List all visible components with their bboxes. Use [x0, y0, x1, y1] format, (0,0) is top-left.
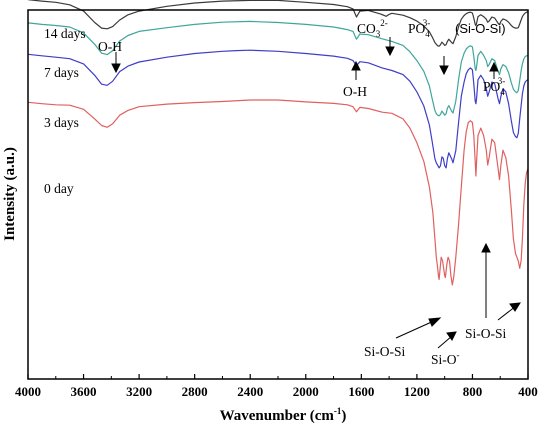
series-label-7-days: 7 days: [44, 65, 79, 80]
x-tick-label: 2000: [293, 384, 319, 399]
annot-sios-top: (Si-O-Si): [455, 21, 506, 36]
series-label-0-day: 0 day: [44, 181, 74, 196]
series-layer: [27, 0, 529, 286]
annot-sio-minus: Si-O-: [431, 350, 460, 367]
series-label-14-days: 14 days: [44, 26, 86, 41]
series-line-3-days: [27, 49, 529, 169]
x-tick-label: 3200: [126, 384, 152, 399]
series-line-7-days: [27, 20, 529, 117]
annot-co3: CO32-: [357, 18, 388, 39]
annotation-arrows: [111, 37, 521, 349]
x-axis-title: Wavenumber (cm-1): [220, 406, 347, 424]
y-axis-title: Intensity (a.u.): [2, 147, 18, 241]
annot-oh-mid: O-H: [343, 84, 367, 99]
x-tick-label: 3600: [71, 384, 97, 399]
x-tick-label: 400: [518, 384, 538, 399]
annot-po4-top: PO43-: [408, 18, 430, 39]
annot-sios-right: Si-O-Si: [465, 326, 507, 341]
series-label-3-days: 3 days: [44, 115, 79, 130]
x-tick-label: 800: [463, 384, 483, 399]
x-tick-label: 1200: [404, 384, 430, 399]
annot-sios-left: Si-O-Si: [364, 344, 406, 359]
x-tick-label: 1600: [348, 384, 374, 399]
annot-po4-right: PO43-: [483, 76, 505, 97]
series-line-0-day: [27, 99, 529, 286]
x-tick-label: 2800: [182, 384, 208, 399]
series-line-14-days: [27, 0, 529, 47]
plot-frame: [27, 9, 529, 380]
x-ticks: 4000 3600 3200 2800 2400 2000 1600 1200 800 400: [15, 374, 538, 399]
x-tick-label: 2400: [237, 384, 263, 399]
x-tick-label: 4000: [15, 384, 41, 399]
annot-oh-top: O-H: [98, 39, 122, 54]
